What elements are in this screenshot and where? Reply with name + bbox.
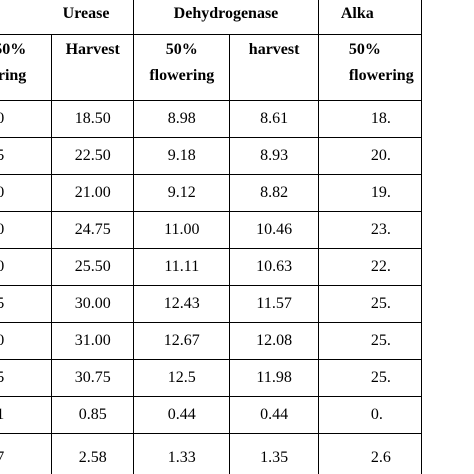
table-cell: 12.08 [229, 322, 319, 360]
table-cell: 1.33 [133, 433, 231, 474]
table-cell: 12.67 [133, 322, 231, 360]
table-cell: 17.50 [0, 248, 53, 286]
table-body: 10.0018.508.988.6118.15.7522.509.188.932… [0, 100, 423, 474]
table-cell: 0.85 [51, 396, 135, 434]
subheader-line1: 50% [348, 41, 381, 58]
table-cell: 18.50 [51, 100, 135, 138]
enzyme-activity-table: Urease Dehydrogenase Alka 50% flowering … [0, 0, 423, 474]
table-cell: 20. [317, 137, 423, 175]
table-cell: 11.00 [133, 211, 231, 249]
table-cell: 0.44 [133, 396, 231, 434]
subheader-line1: harvest [248, 41, 300, 58]
table-cell: 30.00 [51, 285, 135, 323]
table-cell: 11.98 [229, 359, 319, 397]
table-cell: 9.12 [133, 174, 231, 212]
subheader-line1: Harvest [65, 41, 120, 58]
table-cell: 21.25 [0, 285, 53, 323]
group-header-urease: Urease [0, 0, 135, 35]
table-cell: 0. [317, 396, 423, 434]
subheader-line1: 50% [165, 41, 198, 58]
table-cell: 24.75 [51, 211, 135, 249]
table-row: 0.072.581.331.352.6 [0, 433, 423, 474]
table-cell: 25. [317, 285, 423, 323]
table-cell: 9.18 [133, 137, 231, 175]
table-cell: 8.82 [229, 174, 319, 212]
group-header-dehydrogenase: Dehydrogenase [133, 0, 319, 35]
table-cell: 10.63 [229, 248, 319, 286]
subheader-urease-harvest: Harvest [51, 34, 135, 101]
table-row: 0.010.850.440.440. [0, 396, 423, 434]
table-cell: 2.58 [51, 433, 135, 474]
subheader-alkaline-flowering: 50% flowering [317, 34, 423, 101]
subheader-line1: 50% [0, 41, 27, 58]
table-cell: 12.43 [133, 285, 231, 323]
table-cell: 22. [317, 248, 423, 286]
table-cell: 31.00 [51, 322, 135, 360]
table-cell: 19. [317, 174, 423, 212]
subheader-dehydrogenase-flowering: 50% flowering [133, 34, 231, 101]
table-cell: 25. [317, 322, 423, 360]
table-cell: 23. [317, 211, 423, 249]
table-cell: 18. [317, 100, 423, 138]
table-cell: 1.35 [229, 433, 319, 474]
table-cell: 8.61 [229, 100, 319, 138]
table-cell: 0.44 [229, 396, 319, 434]
table-cell: 8.93 [229, 137, 319, 175]
table-cell: 25. [317, 359, 423, 397]
table-cell: 11.11 [133, 248, 231, 286]
table-cell: 0.01 [0, 396, 53, 434]
table-cell: 12.5 [133, 359, 231, 397]
table-cell: 22.00 [0, 322, 53, 360]
table-cell: 10.00 [0, 100, 53, 138]
table-cell: 12.50 [0, 174, 53, 212]
table-cell: 8.98 [133, 100, 231, 138]
table-cell: 10.46 [229, 211, 319, 249]
table-cell: 21.75 [0, 359, 53, 397]
table-cell: 22.50 [51, 137, 135, 175]
table-cell: 0.07 [0, 433, 53, 474]
group-header-alkaline: Alka [317, 0, 423, 35]
subheader-dehydrogenase-harvest: harvest [229, 34, 319, 101]
subheader-line2: flowering [149, 67, 215, 84]
table-cell: 30.75 [51, 359, 135, 397]
table-cell: 15.00 [0, 211, 53, 249]
table-cell: 25.50 [51, 248, 135, 286]
table-cell: 2.6 [317, 433, 423, 474]
subheader-line2: flowering [0, 67, 27, 84]
table-cell: 15.75 [0, 137, 53, 175]
subheader-urease-flowering: 50% flowering [0, 34, 53, 101]
subheader-line2: flowering [348, 67, 414, 84]
table-cell: 21.00 [51, 174, 135, 212]
table-cell: 11.57 [229, 285, 319, 323]
